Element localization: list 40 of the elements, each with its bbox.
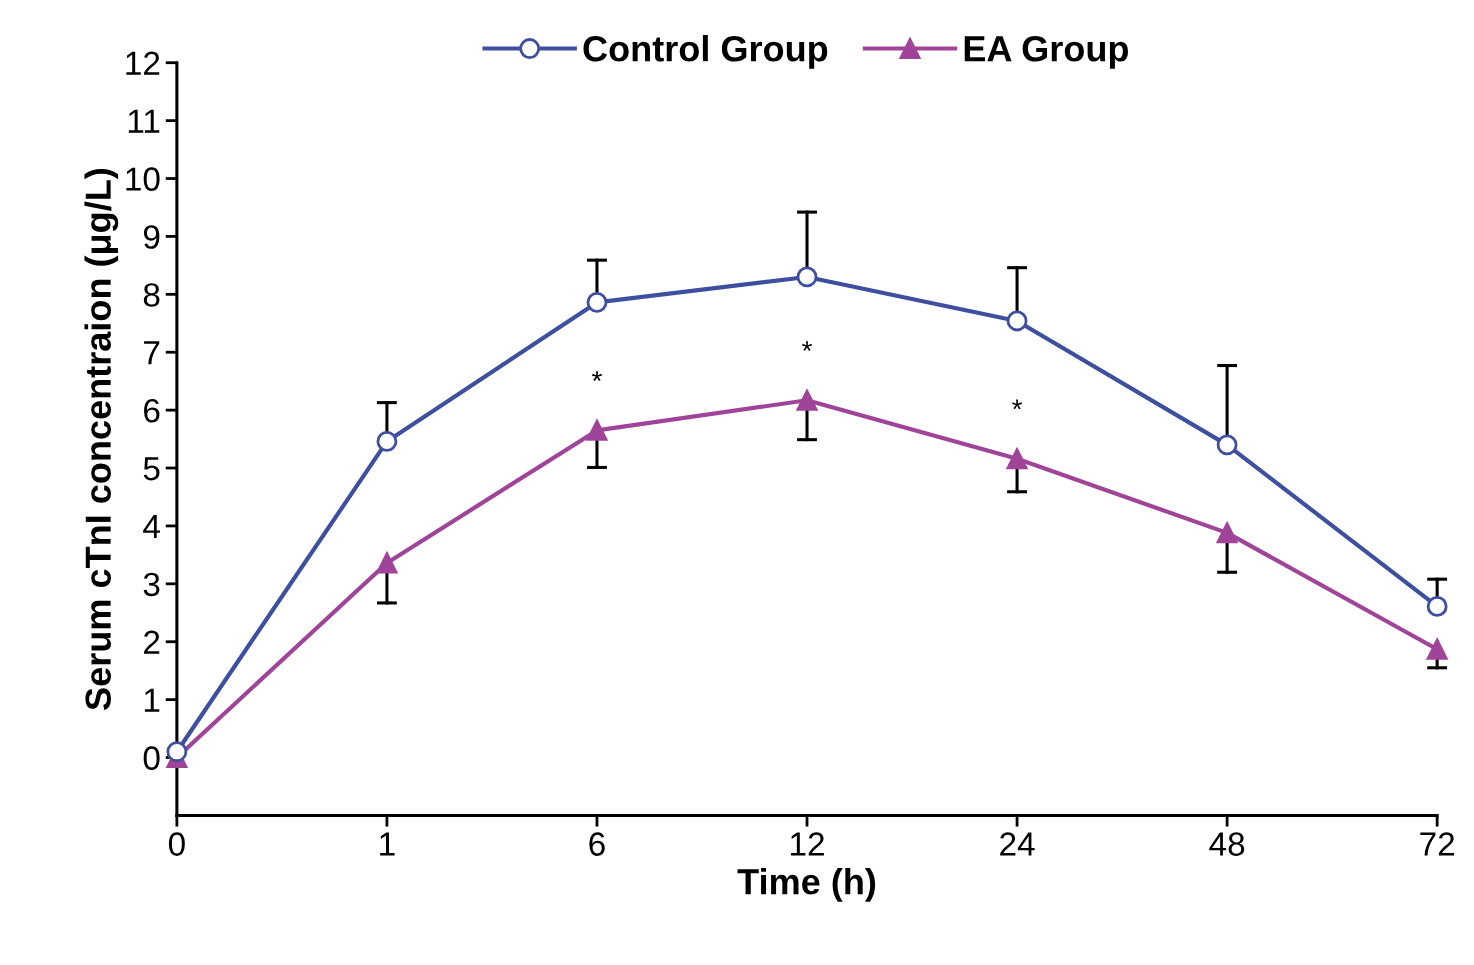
annotation: * [802, 341, 812, 351]
point [1006, 310, 1028, 332]
y-tick-label: 12 [126, 51, 160, 75]
x-tick-label: 0 [168, 832, 185, 856]
point [1216, 434, 1238, 456]
y-tick-label: 3 [143, 572, 160, 597]
y-tick-label: 2 [144, 630, 160, 654]
y-tick-label: 0 [143, 746, 160, 770]
legend-label: Control Group [583, 35, 828, 69]
y-tick-label: 8 [143, 283, 160, 307]
point [796, 266, 818, 288]
y-tick-label: 5 [143, 457, 160, 481]
y-tick-label: 10 [126, 167, 160, 191]
point [796, 389, 818, 411]
point [1006, 448, 1028, 470]
point [166, 741, 188, 763]
x-tick-label: 48 [1209, 832, 1245, 856]
point [376, 430, 398, 452]
legend-label: EA Group [964, 35, 1129, 69]
point [1426, 595, 1448, 617]
x-axis-title: Time (h) [737, 868, 876, 902]
y-tick-label: 4 [143, 515, 160, 538]
y-tick-label: 7 [144, 341, 160, 365]
y-axis-title: Serum cTnI concentraion (μg/L) [84, 168, 119, 710]
y-tick-label: 11 [128, 109, 160, 133]
point [1216, 522, 1238, 544]
annotation: * [592, 371, 602, 381]
x-tick-label: 1 [380, 832, 395, 856]
point [376, 550, 398, 574]
point [586, 292, 608, 313]
x-tick-label: 6 [589, 832, 605, 856]
y-tick-label: 1 [144, 688, 160, 712]
x-tick-label: 72 [1420, 832, 1455, 856]
y-tick-label: 9 [143, 225, 160, 249]
annotation: * [1012, 399, 1023, 410]
x-tick-label: 24 [1000, 832, 1035, 856]
point [586, 419, 608, 441]
point [1426, 638, 1448, 660]
x-tick-label: 12 [791, 832, 824, 856]
y-tick-label: 6 [144, 398, 160, 423]
